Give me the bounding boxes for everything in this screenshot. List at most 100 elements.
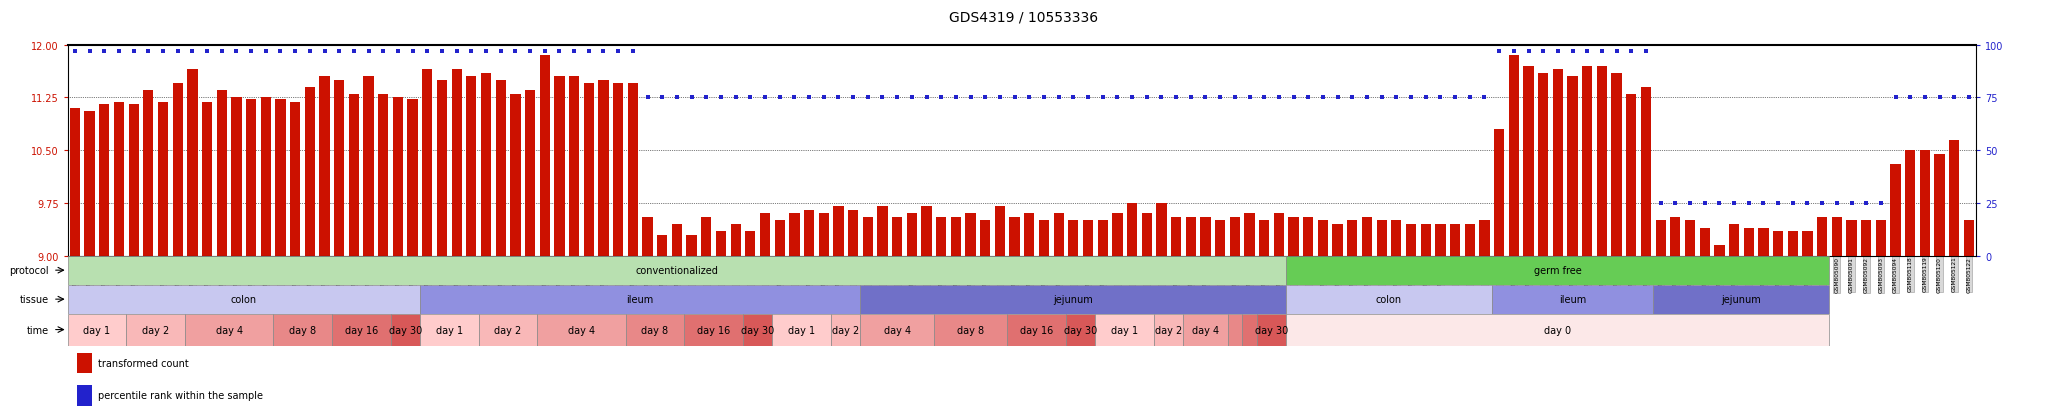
Bar xyxy=(831,314,860,346)
Point xyxy=(1085,95,1118,102)
Point xyxy=(1130,95,1163,102)
Point xyxy=(983,95,1016,102)
Point xyxy=(1718,200,1751,206)
Point xyxy=(324,48,356,55)
Point xyxy=(676,95,709,102)
Bar xyxy=(936,217,946,256)
Bar xyxy=(1421,225,1432,256)
Bar xyxy=(467,77,477,256)
Point xyxy=(1366,95,1399,102)
Point xyxy=(1262,95,1294,102)
Point xyxy=(969,95,1001,102)
Bar xyxy=(451,70,461,256)
Bar xyxy=(1640,88,1651,256)
Text: day 4: day 4 xyxy=(567,325,596,335)
Bar xyxy=(1098,221,1108,256)
Text: jejunum: jejunum xyxy=(1722,294,1761,304)
Point xyxy=(426,48,459,55)
Point xyxy=(1174,95,1206,102)
Bar xyxy=(1653,285,1829,314)
Point xyxy=(588,48,621,55)
Bar xyxy=(537,314,625,346)
Point xyxy=(1233,95,1266,102)
Bar xyxy=(1686,221,1696,256)
Text: day 1: day 1 xyxy=(1112,325,1139,335)
Bar xyxy=(643,217,653,256)
Point xyxy=(1423,95,1456,102)
Point xyxy=(1438,95,1470,102)
Bar xyxy=(1626,95,1636,256)
Bar xyxy=(860,314,934,346)
Point xyxy=(293,48,326,55)
Point xyxy=(367,48,399,55)
Text: percentile rank within the sample: percentile rank within the sample xyxy=(98,390,262,400)
Bar xyxy=(348,95,358,256)
Point xyxy=(1880,95,1913,102)
Text: day 16: day 16 xyxy=(696,325,731,335)
Point xyxy=(102,48,135,55)
Bar xyxy=(774,221,784,256)
Bar xyxy=(1919,151,1929,256)
Point xyxy=(645,95,678,102)
Bar xyxy=(965,214,975,256)
Point xyxy=(1380,95,1413,102)
Bar xyxy=(772,314,831,346)
Point xyxy=(205,48,238,55)
Bar xyxy=(158,103,168,256)
Bar xyxy=(1597,66,1608,256)
Bar xyxy=(1243,314,1257,346)
Point xyxy=(616,48,649,55)
Text: day 30: day 30 xyxy=(1255,325,1288,335)
Point xyxy=(1616,48,1649,55)
Point xyxy=(1821,200,1853,206)
Text: day 4: day 4 xyxy=(215,325,242,335)
Bar xyxy=(1391,221,1401,256)
Point xyxy=(1761,200,1794,206)
Point xyxy=(852,95,885,102)
Point xyxy=(543,48,575,55)
Point xyxy=(1321,95,1354,102)
Point xyxy=(866,95,899,102)
Text: day 16: day 16 xyxy=(344,325,379,335)
Bar xyxy=(481,74,492,256)
Point xyxy=(1190,95,1223,102)
Point xyxy=(1792,200,1825,206)
Point xyxy=(881,95,913,102)
Text: day 30: day 30 xyxy=(389,325,422,335)
Bar xyxy=(1227,314,1243,346)
Point xyxy=(1071,95,1104,102)
Point xyxy=(602,48,635,55)
Point xyxy=(1042,95,1075,102)
Bar xyxy=(1286,285,1491,314)
Point xyxy=(1335,95,1368,102)
Bar xyxy=(70,109,80,256)
Point xyxy=(909,95,942,102)
Text: day 1: day 1 xyxy=(84,325,111,335)
Bar xyxy=(1257,314,1286,346)
Text: day 1: day 1 xyxy=(436,325,463,335)
Bar xyxy=(934,314,1008,346)
Point xyxy=(557,48,590,55)
Bar xyxy=(186,70,197,256)
Bar xyxy=(231,98,242,256)
Bar xyxy=(1067,314,1096,346)
Bar xyxy=(1802,231,1812,256)
Point xyxy=(455,48,487,55)
Bar xyxy=(524,91,535,256)
Bar xyxy=(496,81,506,256)
Bar xyxy=(598,81,608,256)
Text: ileum: ileum xyxy=(627,294,653,304)
Bar xyxy=(1491,285,1653,314)
Point xyxy=(719,95,752,102)
Point xyxy=(1923,95,1956,102)
Bar xyxy=(1671,217,1681,256)
Bar xyxy=(1817,217,1827,256)
Point xyxy=(1688,200,1720,206)
Bar xyxy=(246,100,256,256)
Point xyxy=(1497,48,1530,55)
Bar xyxy=(1493,130,1505,256)
Bar xyxy=(834,207,844,256)
Bar xyxy=(98,105,109,256)
Point xyxy=(997,95,1030,102)
Point xyxy=(88,48,121,55)
